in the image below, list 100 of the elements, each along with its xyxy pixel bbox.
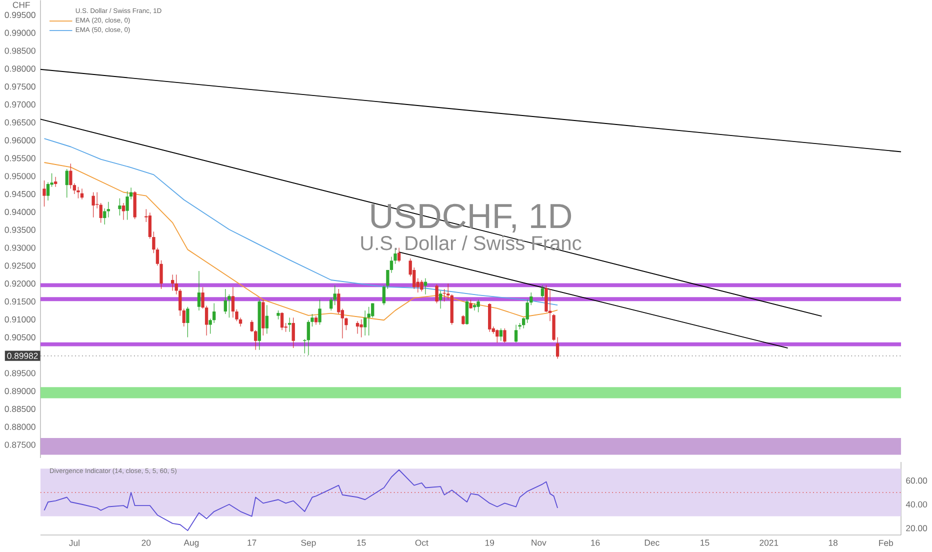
y-tick-label: 0.94500 (4, 190, 36, 198)
candlestick (438, 290, 442, 309)
candlestick (250, 320, 254, 332)
candlestick (476, 299, 480, 313)
candlestick (212, 302, 216, 324)
candlestick (333, 285, 336, 306)
candlestick (371, 302, 374, 318)
x-tick-label: 15 (357, 540, 366, 546)
y-tick-label: 0.90500 (4, 334, 36, 340)
candlestick (382, 285, 386, 306)
y-tick-label: 0.93500 (4, 226, 36, 233)
candlestick (54, 176, 58, 188)
y-tick-label: 0.99500 (4, 12, 36, 18)
x-tick-label: Aug (184, 540, 199, 548)
candlestick (318, 299, 322, 326)
candlestick (254, 330, 258, 350)
candlestick (265, 304, 269, 334)
candlestick (42, 180, 46, 207)
y-tick-label: 0.95500 (4, 155, 36, 162)
candlestick (499, 328, 503, 342)
candlestick (92, 192, 95, 218)
candlestick (306, 320, 310, 356)
y-tick-label: 0.91000 (4, 316, 36, 322)
x-tick-label: Jul (69, 540, 80, 546)
x-tick-label: 18 (828, 540, 838, 546)
x-tick-label: 16 (591, 540, 600, 546)
candlestick (208, 318, 212, 334)
candlestick (330, 298, 333, 311)
y-tick-label: 60.00 (906, 478, 928, 484)
candlestick (344, 317, 348, 330)
candlestick (174, 274, 178, 295)
candlestick (118, 198, 122, 216)
x-tick-label: 15 (700, 540, 710, 546)
y-tick-label: 0.98000 (4, 66, 36, 72)
candlestick (99, 202, 102, 224)
candlestick (435, 284, 438, 304)
candlestick (530, 292, 533, 306)
x-tick-label: Nov (532, 540, 546, 546)
y-tick-label: 0.96000 (4, 137, 36, 144)
x-tick-label: 19 (485, 540, 494, 546)
y-tick-label: 0.89500 (4, 370, 36, 376)
candlestick (363, 310, 367, 336)
y-tick-label: 0.92500 (4, 262, 36, 269)
candlestick (65, 168, 68, 198)
candlestick (103, 208, 106, 225)
candlestick (72, 183, 76, 194)
candlestick (503, 328, 506, 343)
y-axis-title: CHF (12, 2, 30, 8)
y-tick-label: 0.98500 (4, 48, 36, 54)
candlestick (526, 299, 529, 324)
candlestick (197, 270, 201, 311)
y-tick-label: 0.95000 (4, 173, 36, 180)
candlestick (397, 247, 401, 262)
line-series (44, 469, 558, 532)
candlestick (178, 288, 182, 316)
x-tick-label: 17 (248, 540, 256, 546)
candlestick (367, 306, 370, 336)
candlestick (186, 306, 190, 338)
y-tick-label: 0.91500 (4, 298, 36, 305)
candlestick (96, 192, 99, 209)
candlestick (122, 202, 126, 220)
candlestick (228, 294, 231, 318)
candlestick (231, 286, 235, 318)
y-tick-label: 0.88500 (4, 406, 36, 412)
candlestick (182, 308, 186, 327)
y-tick-label: 0.93000 (4, 244, 36, 251)
candlestick (514, 324, 518, 343)
y-tick-label: 0.99000 (4, 30, 36, 36)
candlestick (46, 182, 50, 201)
x-tick-label: 2021 (760, 540, 778, 546)
candlestick (540, 285, 544, 298)
candlestick (126, 190, 129, 220)
candlestick (496, 329, 499, 343)
candlestick (76, 186, 80, 199)
x-tick-label: Sep (301, 540, 316, 548)
ref-line-label: 0.89982 (7, 352, 38, 359)
y-tick-label: 0.89000 (4, 388, 36, 394)
x-tick-label: Oct (415, 540, 428, 546)
candlestick (224, 288, 227, 314)
candlestick (462, 314, 465, 326)
candlestick (360, 319, 363, 338)
candlestick (280, 312, 284, 330)
x-tick-label: Dec (644, 540, 660, 546)
candlestick (170, 274, 174, 292)
candlestick (465, 299, 469, 326)
text: U.S. Dollar / Swiss Franc (361, 236, 582, 250)
candlestick (446, 283, 450, 300)
candlestick (69, 163, 72, 189)
y-tick-label: 0.96500 (4, 119, 36, 126)
candlestick (337, 288, 340, 314)
candlestick (288, 317, 292, 332)
y-tick-label: 0.94000 (4, 208, 36, 216)
candlestick (356, 320, 360, 334)
candlestick (148, 212, 152, 240)
y-tick-label: 0.87500 (4, 442, 36, 448)
y-tick-label: 0.88000 (4, 424, 36, 430)
candlestick (292, 317, 295, 348)
x-tick-label: 20 (142, 540, 151, 546)
candlestick (420, 280, 424, 292)
x-tick-label: Feb (879, 540, 894, 546)
